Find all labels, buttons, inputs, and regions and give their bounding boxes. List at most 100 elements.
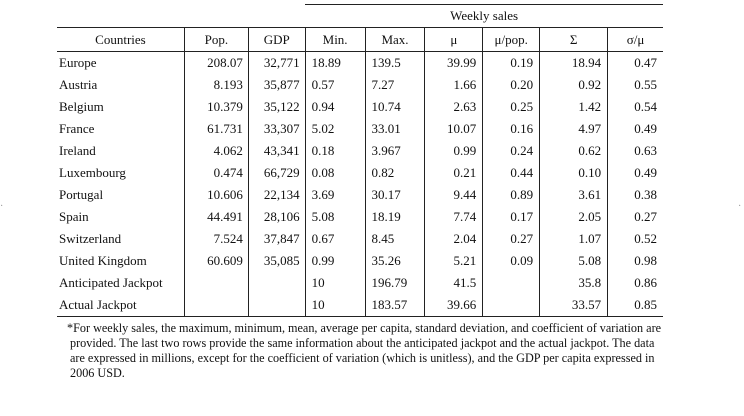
- cell-mu: 0.21: [424, 162, 483, 184]
- cell-max: 18.19: [364, 206, 425, 228]
- cell-sigma: 1.07: [539, 228, 608, 250]
- cell-cv: 0.54: [607, 96, 663, 118]
- cell-gdp: 37,847: [247, 228, 306, 250]
- col-header-mu-per-pop: μ/pop.: [482, 27, 540, 52]
- cell-sigma: 4.97: [539, 118, 608, 140]
- cell-gdp: 22,134: [247, 184, 306, 206]
- cell-gdp: 35,122: [247, 96, 306, 118]
- group-header-row: Weekly sales: [57, 4, 663, 28]
- table-row: Austria 8.193 35,877 0.57 7.27 1.66 0.20 0.92 0.…: [57, 74, 663, 96]
- table-row: Portugal 10.606 22,134 3.69 30.17 9.44 0.89 3.6…: [57, 184, 663, 206]
- cell-gdp: 66,729: [247, 162, 306, 184]
- cell-min: 10: [304, 272, 366, 294]
- table-row: Actual Jackpot 10 183.57 39.66 33.57 0.85: [57, 294, 663, 317]
- cell-max: 183.57: [364, 294, 425, 317]
- cell-country: Switzerland: [59, 231, 122, 246]
- table-row: Luxembourg 0.474 66,729 0.08 0.82 0.21 0.44 0.1…: [57, 162, 663, 184]
- cell-mu-per-pop: 0.20: [482, 74, 540, 96]
- cell-min: 0.67: [304, 228, 366, 250]
- cell-mu-per-pop: [482, 272, 540, 294]
- cell-cv: 0.86: [607, 272, 663, 294]
- cell-max: 3.967: [364, 140, 425, 162]
- cell-sigma: 35.8: [539, 272, 608, 294]
- cell-min: 3.69: [304, 184, 366, 206]
- col-header-mu: μ: [424, 27, 483, 52]
- page-edge-mark-left: ·: [0, 201, 4, 212]
- cell-min: 18.89: [304, 51, 366, 74]
- cell-min: 0.94: [304, 96, 366, 118]
- cell-cv: 0.85: [607, 294, 663, 317]
- cell-pop: 61.731: [183, 118, 249, 140]
- cell-min: 10: [304, 294, 366, 317]
- cell-pop: 208.07: [183, 51, 249, 74]
- table-row: Europe 208.07 32,771 18.89 139.5 39.99 0.19 18.…: [57, 51, 663, 74]
- cell-min: 5.02: [304, 118, 366, 140]
- cell-mu: 5.21: [424, 250, 483, 272]
- cell-sigma: 1.42: [539, 96, 608, 118]
- cell-cv: 0.27: [607, 206, 663, 228]
- cell-max: 196.79: [364, 272, 425, 294]
- cell-gdp: 28,106: [247, 206, 306, 228]
- group-header-spacer: [57, 5, 305, 28]
- cell-gdp: [247, 272, 306, 294]
- col-header-max: Max.: [364, 27, 425, 52]
- cell-country: Portugal: [59, 187, 104, 202]
- cell-sigma: 0.92: [539, 74, 608, 96]
- cell-pop: 8.193: [183, 74, 249, 96]
- cell-mu: 39.66: [424, 294, 483, 317]
- cell-min: 0.08: [304, 162, 366, 184]
- col-header-pop: Pop.: [183, 27, 249, 52]
- cell-max: 0.82: [364, 162, 425, 184]
- cell-pop: 7.524: [183, 228, 249, 250]
- cell-mu: 10.07: [424, 118, 483, 140]
- cell-pop: 4.062: [183, 140, 249, 162]
- cell-pop: [183, 294, 249, 317]
- cell-cv: 0.98: [607, 250, 663, 272]
- cell-mu: 1.66: [424, 74, 483, 96]
- cell-country: Austria: [59, 77, 98, 92]
- table-body: Europe 208.07 32,771 18.89 139.5 39.99 0.19 18.…: [57, 51, 663, 317]
- cell-mu-per-pop: 0.27: [482, 228, 540, 250]
- cell-max: 35.26: [364, 250, 425, 272]
- cell-country: Spain: [59, 209, 89, 224]
- table-row: France 61.731 33,307 5.02 33.01 10.07 0.16 4.97…: [57, 118, 663, 140]
- cell-pop: 0.474: [183, 162, 249, 184]
- cell-mu-per-pop: 0.44: [482, 162, 540, 184]
- cell-mu: 39.99: [424, 51, 483, 74]
- table-row: Spain 44.491 28,106 5.08 18.19 7.74 0.17 2.05 0.…: [57, 206, 663, 228]
- cell-gdp: 35,877: [247, 74, 306, 96]
- cell-gdp: [247, 294, 306, 317]
- col-header-gdp: GDP: [247, 27, 306, 52]
- cell-max: 7.27: [364, 74, 425, 96]
- table-row: Anticipated Jackpot 10 196.79 41.5 35.8 0.86: [57, 272, 663, 294]
- cell-sigma: 3.61: [539, 184, 608, 206]
- cell-min: 5.08: [304, 206, 366, 228]
- cell-country: Belgium: [59, 99, 104, 114]
- weekly-sales-table: Weekly sales Countries Pop. GDP Min. Max…: [57, 4, 663, 317]
- cell-sigma: 0.10: [539, 162, 608, 184]
- page-edge-mark-right: ·: [738, 201, 742, 212]
- cell-country: United Kingdom: [59, 253, 147, 268]
- cell-cv: 0.55: [607, 74, 663, 96]
- cell-gdp: 32,771: [247, 51, 306, 74]
- table-row: Belgium 10.379 35,122 0.94 10.74 2.63 0.25 1.42…: [57, 96, 663, 118]
- cell-sigma: 33.57: [539, 294, 608, 317]
- cell-cv: 0.63: [607, 140, 663, 162]
- column-header-row: Countries Pop. GDP Min. Max. μ μ/pop. Σ …: [57, 27, 663, 52]
- col-header-countries: Countries: [57, 27, 185, 52]
- cell-country: Luxembourg: [59, 165, 126, 180]
- cell-country: Actual Jackpot: [57, 294, 185, 317]
- cell-max: 30.17: [364, 184, 425, 206]
- cell-country: Europe: [59, 55, 97, 70]
- cell-mu: 9.44: [424, 184, 483, 206]
- cell-pop: 10.606: [183, 184, 249, 206]
- col-header-min: Min.: [304, 27, 366, 52]
- cell-pop: [183, 272, 249, 294]
- cell-cv: 0.49: [607, 162, 663, 184]
- table-footnote: *For weekly sales, the maximum, minimum,…: [67, 321, 662, 380]
- cell-sigma: 5.08: [539, 250, 608, 272]
- cell-sigma: 18.94: [539, 51, 608, 74]
- cell-cv: 0.38: [607, 184, 663, 206]
- cell-pop: 10.379: [183, 96, 249, 118]
- cell-gdp: 35,085: [247, 250, 306, 272]
